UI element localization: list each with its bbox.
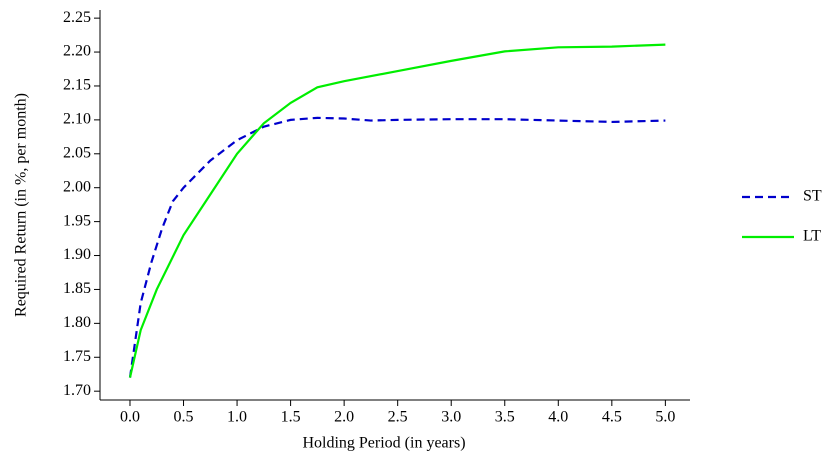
x-tick-label: 4.0 [548, 409, 568, 426]
legend-label: LT [803, 228, 821, 245]
series-line [128, 116, 666, 378]
x-tick-label: 5.0 [655, 409, 675, 426]
x-tick-label: 1.0 [227, 409, 247, 426]
x-axis-label: Holding Period (in years) [302, 435, 465, 452]
x-tick-label: 0.5 [174, 409, 194, 426]
x-tick-label: 4.5 [602, 409, 622, 426]
y-tick-label: 2.15 [63, 77, 91, 94]
y-tick-label: 1.70 [63, 382, 91, 399]
y-tick-label: 1.80 [63, 314, 91, 331]
y-tick-label: 2.10 [63, 111, 91, 128]
y-tick-label: 2.05 [63, 144, 91, 161]
x-tick-label: 1.5 [281, 409, 301, 426]
x-tick-label: 3.0 [441, 409, 461, 426]
y-tick-label: 2.25 [63, 9, 91, 26]
y-axis-label: Required Return (in %, per month) [13, 93, 30, 317]
x-tick-label: 2.5 [388, 409, 408, 426]
x-tick-label: 3.5 [495, 409, 515, 426]
y-tick-label: 2.00 [63, 178, 91, 195]
y-tick-label: 1.85 [63, 280, 91, 297]
series-line [128, 43, 666, 378]
x-tick-label: 0.0 [120, 409, 140, 426]
y-tick-label: 1.95 [63, 212, 91, 229]
y-tick-label: 2.20 [63, 43, 91, 60]
y-tick-label: 1.90 [63, 246, 91, 263]
y-tick-label: 1.75 [63, 348, 91, 365]
x-tick-label: 2.0 [334, 409, 354, 426]
legend-label: ST [803, 188, 822, 205]
